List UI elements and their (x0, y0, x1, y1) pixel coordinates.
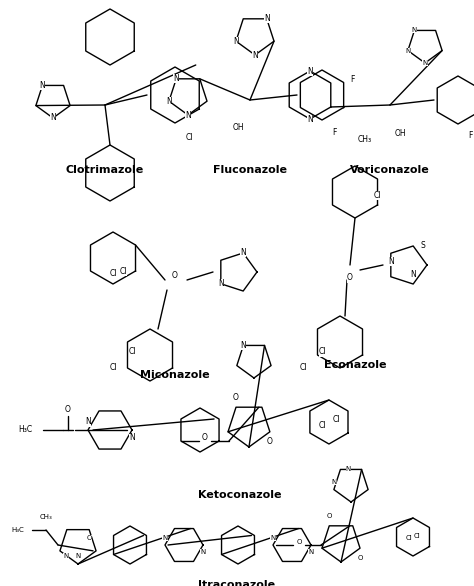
Text: OH: OH (232, 124, 244, 132)
Text: N: N (412, 28, 417, 33)
Text: N: N (39, 81, 46, 90)
Text: N: N (50, 114, 56, 122)
Text: O: O (267, 437, 273, 447)
Text: CH₃: CH₃ (358, 135, 372, 145)
Text: N: N (64, 553, 69, 559)
Text: N: N (240, 341, 246, 350)
Text: N: N (264, 14, 270, 23)
Text: N: N (173, 74, 179, 83)
Text: Cl: Cl (405, 536, 412, 541)
Text: Cl: Cl (185, 132, 193, 141)
Text: N: N (185, 111, 191, 120)
Text: Itraconazole: Itraconazole (199, 580, 275, 586)
Text: N: N (233, 37, 239, 46)
Text: N: N (307, 114, 313, 124)
Text: N: N (422, 60, 428, 66)
Text: Cl: Cl (129, 347, 136, 356)
Text: O: O (172, 271, 178, 280)
Text: Cl: Cl (120, 267, 127, 275)
Text: N: N (218, 280, 224, 288)
Text: N: N (201, 549, 206, 555)
Text: O: O (347, 274, 353, 282)
Text: Fluconazole: Fluconazole (213, 165, 287, 175)
Text: N: N (270, 535, 275, 541)
Text: O: O (357, 555, 363, 561)
Text: Econazole: Econazole (324, 360, 386, 370)
Text: Cl: Cl (332, 414, 340, 424)
Text: N: N (388, 257, 394, 265)
Text: O: O (86, 534, 92, 541)
Text: Ketoconazole: Ketoconazole (198, 490, 282, 500)
Text: H₃C: H₃C (12, 527, 24, 533)
Text: N: N (163, 535, 168, 541)
Text: O: O (233, 393, 239, 401)
Text: N: N (240, 248, 246, 257)
Text: Cl: Cl (109, 270, 117, 278)
Text: N: N (410, 270, 416, 278)
Text: O: O (327, 513, 332, 519)
Text: OH: OH (394, 128, 406, 138)
Text: CH₃: CH₃ (40, 514, 52, 520)
Text: Cl: Cl (374, 190, 381, 199)
Text: O: O (65, 406, 71, 414)
Text: Voriconazole: Voriconazole (350, 165, 430, 175)
Text: F: F (350, 76, 354, 84)
Text: O: O (296, 539, 301, 545)
Text: Cl: Cl (110, 363, 117, 373)
Text: Cl: Cl (300, 363, 307, 373)
Text: N: N (129, 434, 135, 442)
Text: Cl: Cl (319, 347, 326, 356)
Text: N: N (346, 466, 351, 472)
Text: N: N (331, 479, 337, 485)
Text: N: N (307, 66, 313, 76)
Text: Cl: Cl (318, 421, 326, 430)
Text: N: N (309, 549, 314, 555)
Text: Clotrimazole: Clotrimazole (66, 165, 144, 175)
Text: F: F (332, 128, 337, 137)
Text: N: N (166, 97, 172, 105)
Text: S: S (421, 241, 426, 250)
Text: N: N (405, 47, 410, 53)
Text: O: O (202, 434, 208, 442)
Text: F: F (468, 131, 472, 141)
Text: N: N (85, 417, 91, 427)
Text: N: N (75, 553, 81, 559)
Text: Cl: Cl (414, 533, 421, 539)
Text: H₃C: H₃C (18, 425, 32, 434)
Text: Miconazole: Miconazole (140, 370, 210, 380)
Text: N: N (252, 50, 258, 60)
